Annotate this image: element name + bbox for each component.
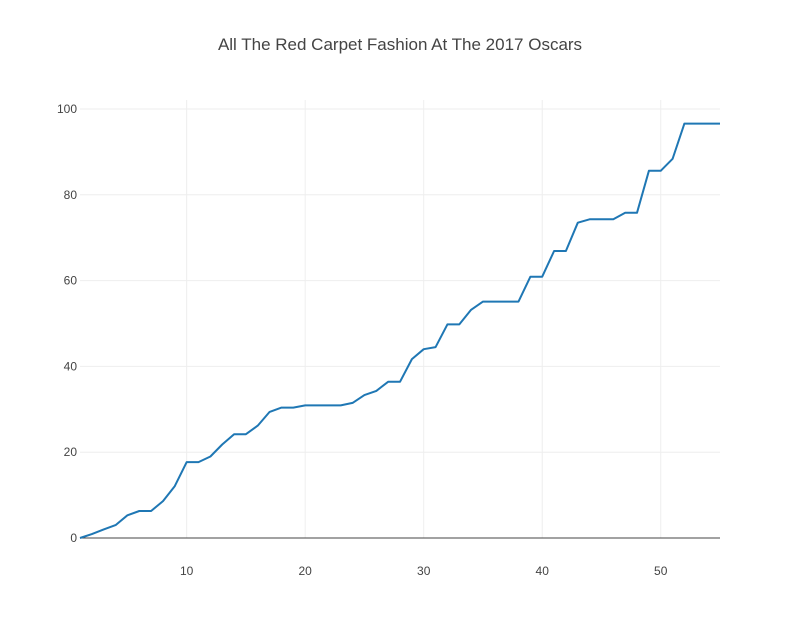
y-tick-label: 100	[57, 102, 77, 116]
series-line	[79, 122, 720, 539]
axes: 10 20 30 40 50 0 20 40 60 80 100	[57, 102, 720, 578]
x-tick-label: 50	[654, 564, 668, 578]
x-tick-label: 40	[536, 564, 550, 578]
y-tick-label: 20	[64, 445, 78, 459]
x-tick-label: 10	[180, 564, 194, 578]
chart-title: All The Red Carpet Fashion At The 2017 O…	[218, 35, 582, 54]
gridlines	[80, 100, 720, 538]
y-tick-label: 40	[64, 359, 78, 373]
x-tick-label: 30	[417, 564, 431, 578]
y-tick-label: 0	[70, 531, 77, 545]
y-tick-label: 60	[64, 274, 78, 288]
series-layer	[79, 122, 720, 539]
x-tick-label: 20	[299, 564, 313, 578]
y-tick-label: 80	[64, 188, 78, 202]
